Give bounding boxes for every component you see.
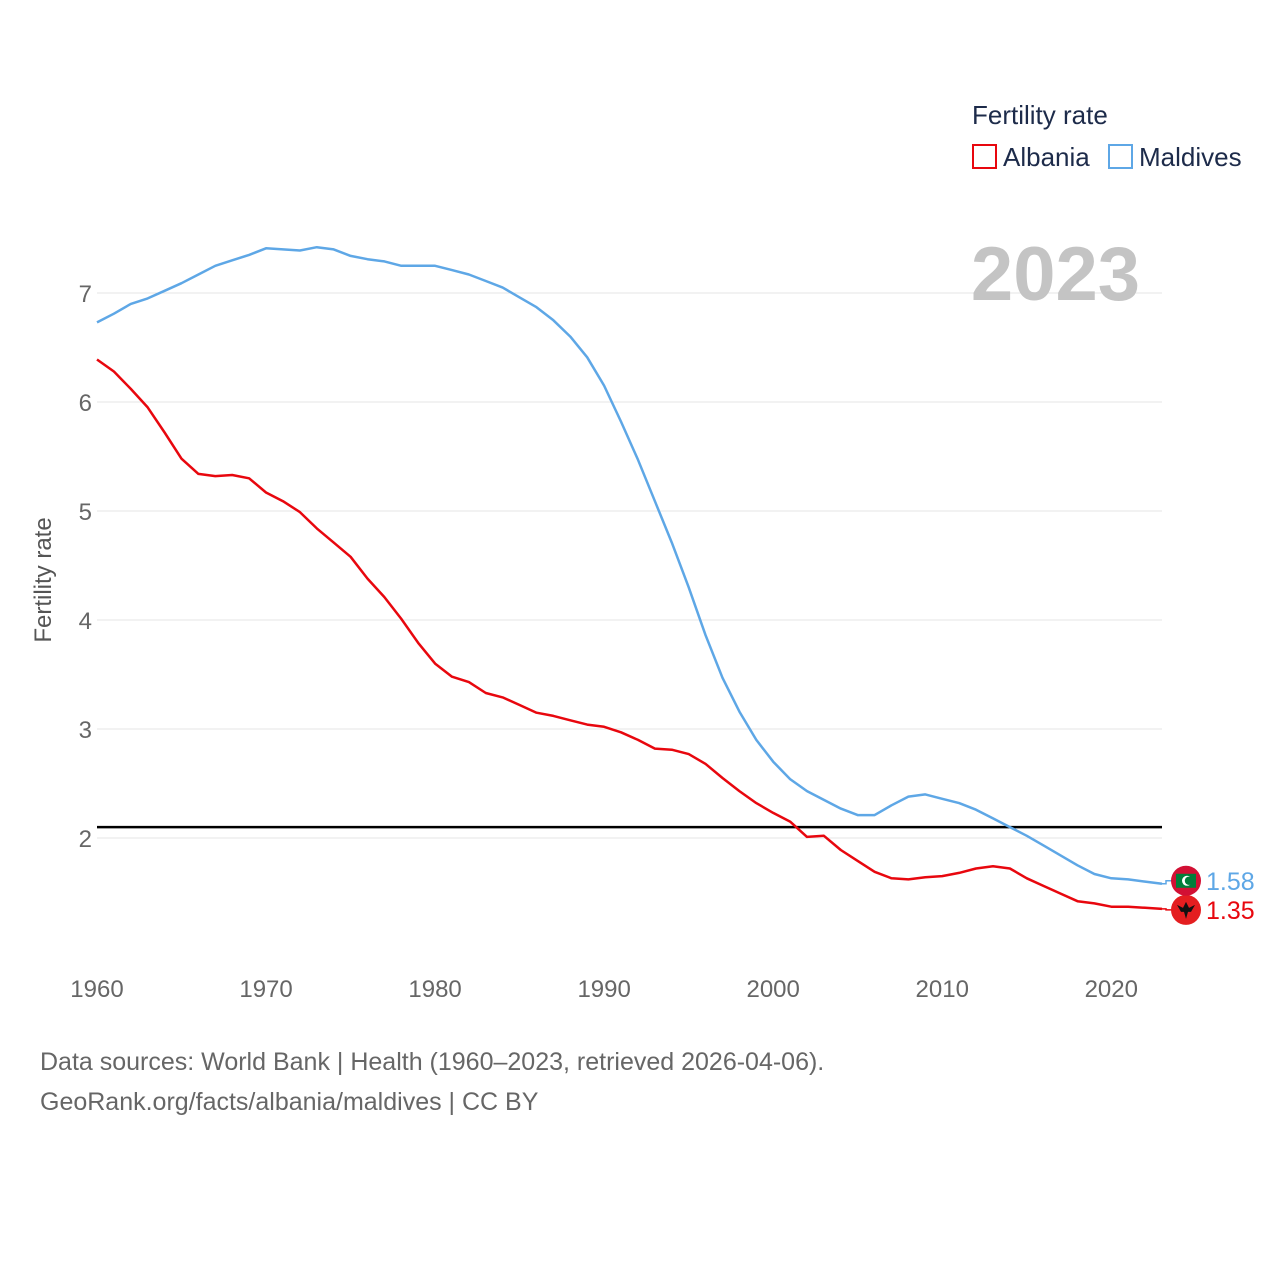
y-tick-label-5: 5: [79, 499, 92, 526]
source-link[interactable]: GeoRank.org/facts/albania/maldives | CC …: [40, 1088, 539, 1116]
tick-labels: 2 3 4 5 6 7 1960 1970 1980 1990 2000 2010 2020: [70, 281, 1138, 1003]
data-sources-text: Data sources: World Bank | Health (1960–…: [40, 1048, 825, 1076]
legend-label-maldives: Maldives: [1139, 142, 1242, 172]
series-line-albania[interactable]: [96, 358, 1163, 911]
y-tick-label-7: 7: [79, 281, 92, 308]
series-line-maldives[interactable]: [96, 245, 1163, 886]
legend-title: Fertility rate: [972, 100, 1108, 130]
albania-flag-icon: [1171, 894, 1201, 925]
grid: [97, 292, 1162, 839]
end-value-maldives: 1.58: [1206, 868, 1255, 896]
y-axis-title: Fertility rate: [30, 517, 57, 642]
x-tick-label-2000: 2000: [746, 976, 799, 1003]
end-labels: 1.351.58: [1162, 865, 1255, 925]
x-tick-label-1980: 1980: [408, 976, 461, 1003]
x-tick-label-2010: 2010: [916, 976, 969, 1003]
y-tick-label-3: 3: [79, 717, 92, 744]
series-group: [96, 245, 1163, 911]
end-value-albania: 1.35: [1206, 897, 1255, 925]
year-label: 2023: [971, 232, 1140, 317]
y-tick-label-2: 2: [79, 826, 92, 853]
legend-item-albania[interactable]: Albania: [972, 142, 1090, 172]
y-tick-label-6: 6: [79, 390, 92, 417]
legend-swatch-albania: [972, 144, 997, 169]
end-connector-maldives: [1162, 880, 1172, 885]
x-tick-label-1990: 1990: [577, 976, 630, 1003]
legend-item-maldives[interactable]: Maldives: [1108, 142, 1242, 172]
legend-label-albania: Albania: [1003, 142, 1090, 172]
end-connector-albania: [1162, 908, 1172, 911]
legend: Fertility rate Albania Maldives: [972, 100, 1242, 172]
maldives-flag-icon: [1171, 865, 1201, 896]
x-tick-label-2020: 2020: [1085, 976, 1138, 1003]
x-tick-label-1960: 1960: [70, 976, 123, 1003]
y-tick-label-4: 4: [79, 608, 92, 635]
legend-swatch-maldives: [1108, 144, 1133, 169]
footer: Data sources: World Bank | Health (1960–…: [40, 1042, 824, 1122]
x-tick-label-1970: 1970: [239, 976, 292, 1003]
